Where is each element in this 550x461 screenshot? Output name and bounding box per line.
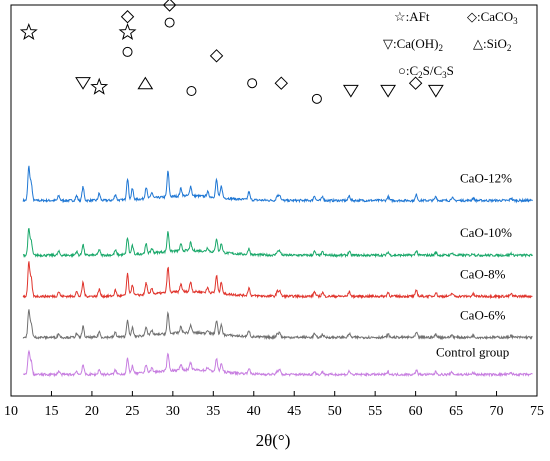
x-tick-label: 45 xyxy=(287,404,301,419)
x-tick-label: 25 xyxy=(125,404,139,419)
legend-item-c2s-c3s: ○:C2S/C3S xyxy=(398,63,454,80)
series-label-layer: CaO-12% CaO-10% CaO-8% CaO-6% Control group xyxy=(436,171,512,360)
peak-marker-diamond xyxy=(209,49,224,63)
peak-marker-star xyxy=(90,77,109,95)
svg-text:△:SiO2: △:SiO2 xyxy=(473,36,511,53)
peak-marker-triangle-down xyxy=(342,84,359,98)
svg-text:☆:AFt: ☆:AFt xyxy=(394,9,430,24)
series-line xyxy=(22,261,533,300)
svg-text:▽:Ca(OH)2: ▽:Ca(OH)2 xyxy=(383,36,443,53)
peak-marker-star xyxy=(19,22,38,40)
x-tick-label: 20 xyxy=(85,404,99,419)
peak-marker-diamond xyxy=(162,0,177,12)
legend-item-sio2: △:SiO2 xyxy=(473,36,511,53)
peak-marker-triangle-up xyxy=(137,76,154,90)
svg-text:◇:CaCO3: ◇:CaCO3 xyxy=(467,9,518,26)
series-label: CaO-12% xyxy=(460,171,512,186)
x-tick-label: 40 xyxy=(247,404,261,419)
x-axis-title: 2θ(°) xyxy=(256,431,291,450)
svg-text:○:C2S/C3S: ○:C2S/C3S xyxy=(398,63,454,80)
legend-item-caco3: ◇:CaCO3 xyxy=(467,9,518,26)
series-line xyxy=(22,227,533,259)
x-tick-label: 10 xyxy=(4,404,18,419)
x-tick-label: 70 xyxy=(490,404,504,419)
series-label: CaO-10% xyxy=(460,225,512,240)
legend: ☆:AFt ◇:CaCO3 ▽:Ca(OH)2 △:SiO2 ○:C2S/C3S xyxy=(383,9,518,80)
peak-marker-diamond xyxy=(408,76,423,90)
x-tick-label: 30 xyxy=(166,404,180,419)
peak-marker-triangle-down xyxy=(427,84,444,98)
plot-frame xyxy=(10,4,538,397)
series-label: CaO-8% xyxy=(460,266,506,281)
x-tick-label: 50 xyxy=(328,404,342,419)
peak-marker-star xyxy=(118,22,137,40)
peak-marker-diamond xyxy=(274,76,288,90)
x-tick-label: 55 xyxy=(368,404,382,419)
peak-marker-diamond xyxy=(120,10,135,24)
peak-marker-triangle-down xyxy=(75,77,91,90)
x-tick-label: 65 xyxy=(449,404,463,419)
peak-marker-circle xyxy=(122,46,133,57)
peak-marker-triangle-down xyxy=(380,84,397,98)
peak-marker-layer xyxy=(19,0,444,104)
peak-marker-circle xyxy=(186,86,197,97)
series-label: Control group xyxy=(436,344,509,359)
series-line xyxy=(22,165,533,204)
legend-item-aft: ☆:AFt xyxy=(394,9,430,24)
x-axis: 10 15 20 25 30 35 40 45 50 55 60 65 70 75 xyxy=(4,391,544,419)
series-label: CaO-6% xyxy=(460,307,506,322)
peak-marker-circle xyxy=(164,17,175,28)
x-tick-label: 15 xyxy=(44,404,58,419)
peak-marker-circle xyxy=(311,93,322,104)
x-tick-label: 75 xyxy=(530,404,544,419)
x-tick-label: 35 xyxy=(206,404,220,419)
series-line xyxy=(22,309,533,341)
peak-marker-circle xyxy=(247,78,258,89)
series-line xyxy=(22,349,533,378)
legend-item-caoh2: ▽:Ca(OH)2 xyxy=(383,36,443,53)
series-layer xyxy=(22,165,533,378)
x-tick-label: 60 xyxy=(409,404,423,419)
